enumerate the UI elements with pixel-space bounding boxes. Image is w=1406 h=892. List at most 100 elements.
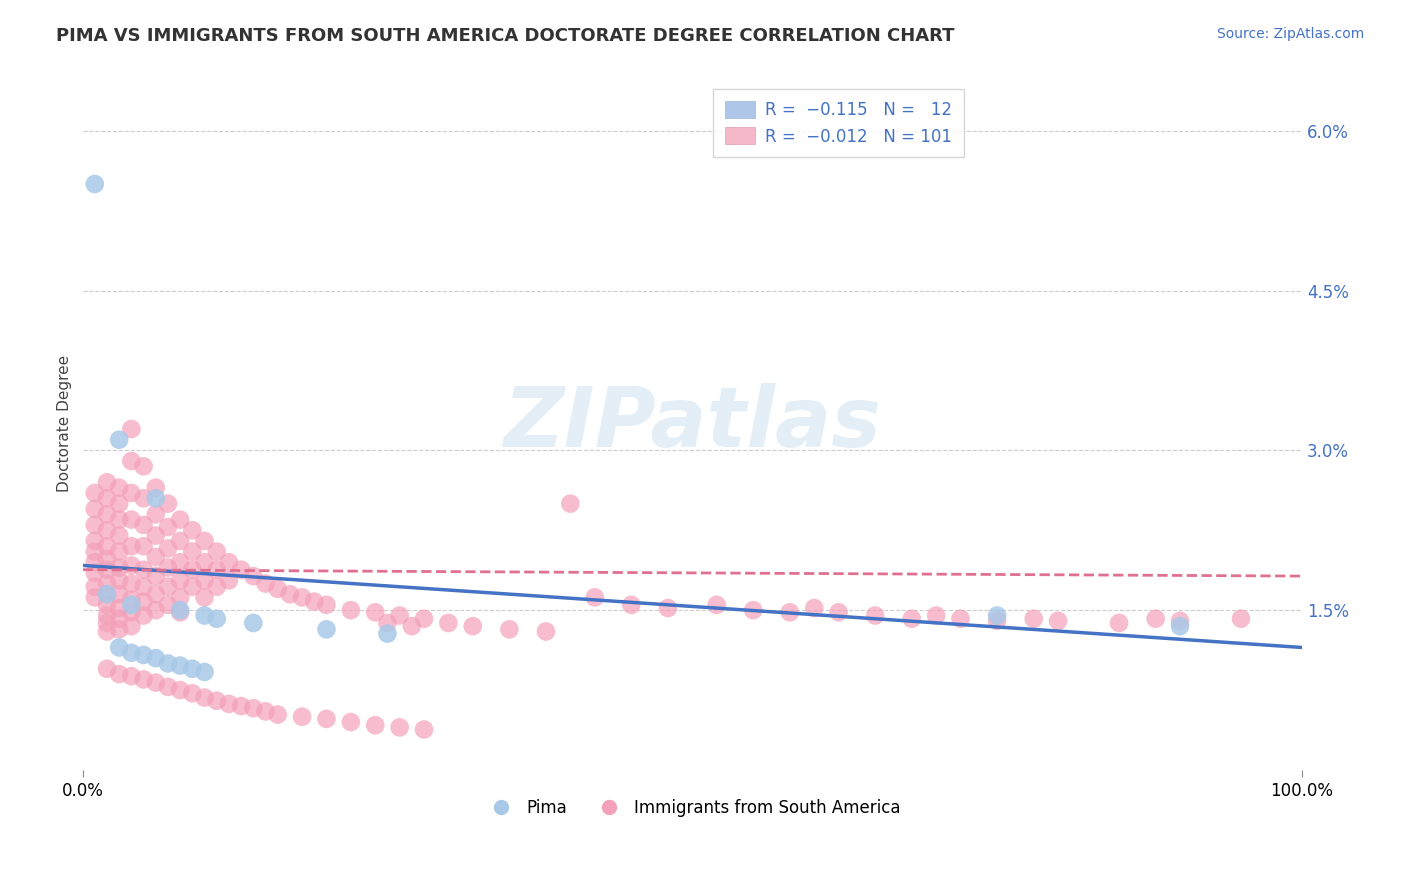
Point <box>120 592 142 607</box>
Point <box>83 517 105 532</box>
Point <box>120 558 142 573</box>
Point <box>96 587 118 601</box>
Point <box>108 513 131 527</box>
Point <box>181 686 204 700</box>
Point <box>156 560 179 574</box>
Point <box>193 690 215 705</box>
Point <box>925 608 948 623</box>
Point <box>169 513 191 527</box>
Point <box>181 523 204 537</box>
Point <box>388 608 411 623</box>
Point <box>169 574 191 588</box>
Point <box>827 605 849 619</box>
Point <box>742 603 765 617</box>
Point <box>108 497 131 511</box>
Point <box>145 569 167 583</box>
Point <box>83 591 105 605</box>
Point <box>120 486 142 500</box>
Point <box>83 502 105 516</box>
Point <box>83 486 105 500</box>
Point <box>498 623 520 637</box>
Point <box>169 591 191 605</box>
Point <box>315 623 337 637</box>
Point <box>1108 615 1130 630</box>
Point <box>96 563 118 577</box>
Point <box>108 544 131 558</box>
Point <box>242 615 264 630</box>
Point <box>534 624 557 639</box>
Point <box>205 694 228 708</box>
Point <box>1168 614 1191 628</box>
Point <box>193 574 215 588</box>
Point <box>169 555 191 569</box>
Point <box>96 587 118 601</box>
Point <box>96 624 118 639</box>
Point <box>145 491 167 506</box>
Point <box>145 651 167 665</box>
Point <box>108 528 131 542</box>
Point <box>108 574 131 588</box>
Point <box>145 528 167 542</box>
Point <box>900 612 922 626</box>
Point <box>242 701 264 715</box>
Point <box>156 497 179 511</box>
Point <box>413 723 436 737</box>
Point <box>96 598 118 612</box>
Point <box>229 563 252 577</box>
Text: PIMA VS IMMIGRANTS FROM SOUTH AMERICA DOCTORATE DEGREE CORRELATION CHART: PIMA VS IMMIGRANTS FROM SOUTH AMERICA DO… <box>56 27 955 45</box>
Point <box>315 598 337 612</box>
Point <box>205 544 228 558</box>
Point <box>108 623 131 637</box>
Point <box>364 605 387 619</box>
Point <box>560 497 582 511</box>
Point <box>145 549 167 564</box>
Point <box>156 657 179 671</box>
Point <box>108 560 131 574</box>
Point <box>218 555 240 569</box>
Point <box>181 544 204 558</box>
Point <box>120 619 142 633</box>
Point <box>169 683 191 698</box>
Point <box>108 640 131 655</box>
Point <box>340 714 363 729</box>
Point <box>120 539 142 553</box>
Point <box>83 544 105 558</box>
Point <box>169 605 191 619</box>
Point <box>132 673 155 687</box>
Point <box>377 615 399 630</box>
Point <box>120 422 142 436</box>
Point <box>437 615 460 630</box>
Point <box>132 580 155 594</box>
Point <box>108 433 131 447</box>
Point <box>145 603 167 617</box>
Point <box>193 608 215 623</box>
Point <box>205 612 228 626</box>
Point <box>145 587 167 601</box>
Point <box>364 718 387 732</box>
Point <box>1230 612 1253 626</box>
Point <box>83 555 105 569</box>
Point <box>156 598 179 612</box>
Point <box>96 491 118 506</box>
Point <box>96 523 118 537</box>
Point <box>229 699 252 714</box>
Point <box>96 539 118 553</box>
Point <box>96 576 118 591</box>
Point <box>218 697 240 711</box>
Point <box>108 601 131 615</box>
Point <box>1168 619 1191 633</box>
Point <box>120 576 142 591</box>
Point <box>181 563 204 577</box>
Point <box>156 520 179 534</box>
Point <box>205 563 228 577</box>
Point <box>193 555 215 569</box>
Point <box>120 454 142 468</box>
Point <box>377 626 399 640</box>
Point <box>169 658 191 673</box>
Point <box>254 576 277 591</box>
Point <box>657 601 679 615</box>
Point <box>620 598 643 612</box>
Point <box>291 710 314 724</box>
Point <box>83 580 105 594</box>
Point <box>1047 614 1070 628</box>
